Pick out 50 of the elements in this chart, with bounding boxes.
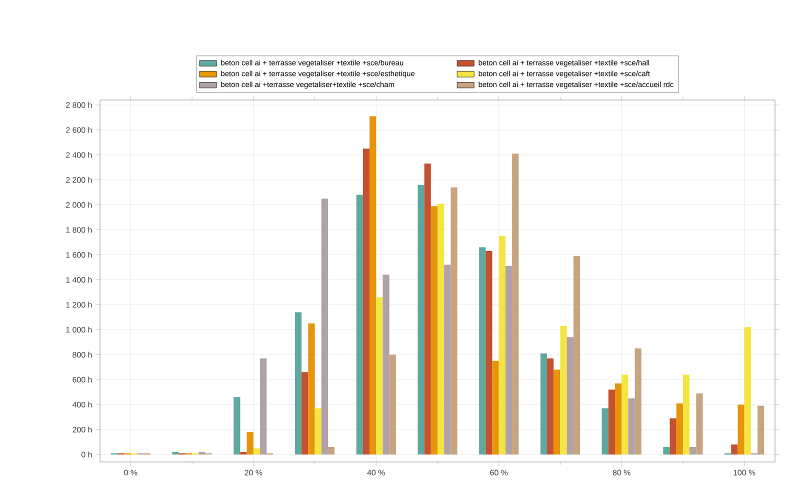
bar bbox=[444, 264, 451, 454]
bar bbox=[362, 148, 370, 454]
bar bbox=[676, 403, 683, 454]
bar bbox=[246, 432, 254, 454]
bar bbox=[450, 187, 458, 454]
bar bbox=[670, 418, 676, 454]
bar bbox=[744, 327, 751, 454]
bar bbox=[505, 266, 512, 454]
bar bbox=[560, 326, 567, 454]
bar bbox=[314, 408, 322, 454]
bar bbox=[566, 337, 574, 454]
bar bbox=[540, 353, 548, 454]
bar bbox=[479, 247, 486, 454]
bar bbox=[573, 256, 580, 454]
bar bbox=[498, 236, 506, 454]
bar bbox=[356, 194, 363, 454]
bar bbox=[486, 251, 492, 454]
bar bbox=[758, 406, 764, 454]
bar bbox=[234, 397, 240, 454]
bar bbox=[512, 154, 519, 454]
bar bbox=[438, 204, 444, 454]
bar bbox=[682, 374, 690, 454]
bar bbox=[389, 354, 396, 454]
bar bbox=[554, 370, 560, 454]
bar bbox=[424, 164, 431, 454]
bar bbox=[492, 360, 499, 454]
bar bbox=[690, 447, 696, 454]
bar bbox=[328, 447, 335, 454]
bar bbox=[308, 323, 315, 454]
bar bbox=[628, 398, 635, 454]
bar bbox=[731, 444, 738, 454]
bar bbox=[696, 393, 703, 454]
bar bbox=[418, 184, 424, 454]
bar bbox=[294, 312, 302, 454]
bar bbox=[608, 390, 615, 454]
bar bbox=[260, 358, 267, 454]
bar bbox=[370, 116, 376, 454]
bar bbox=[253, 448, 260, 454]
bar bbox=[663, 447, 670, 454]
bar bbox=[622, 374, 628, 454]
bar bbox=[602, 408, 608, 454]
bar bbox=[382, 274, 390, 454]
bar bbox=[430, 206, 438, 454]
bar bbox=[615, 383, 622, 454]
bar bbox=[321, 198, 328, 454]
bar bbox=[302, 372, 308, 454]
bar bbox=[634, 348, 642, 454]
bar bbox=[547, 358, 554, 454]
bar bbox=[738, 404, 744, 454]
bar bbox=[376, 297, 383, 454]
